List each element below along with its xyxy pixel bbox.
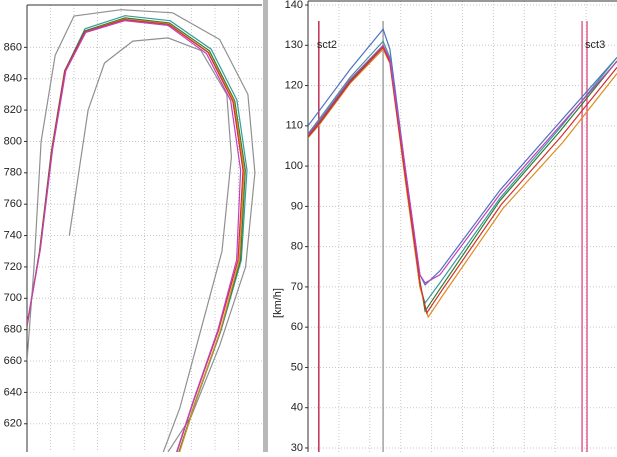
y-tick-label: 800 bbox=[4, 135, 22, 147]
y-tick-label: 620 bbox=[4, 418, 22, 430]
series-line bbox=[27, 17, 246, 452]
y-tick-label: 720 bbox=[4, 261, 22, 273]
y-tick-label: 100 bbox=[285, 160, 303, 172]
y-axis-label: [km/h] bbox=[272, 288, 284, 318]
series-line bbox=[308, 48, 617, 319]
y-tick-label: 70 bbox=[291, 281, 303, 293]
y-tick-label: 90 bbox=[291, 200, 303, 212]
sector-label: sct3 bbox=[585, 39, 605, 51]
series-line bbox=[27, 15, 248, 452]
y-tick-label: 130 bbox=[285, 39, 303, 51]
plot: sct2 sct3 bbox=[308, 21, 617, 452]
series-line bbox=[308, 44, 617, 284]
y-tick-label: 640 bbox=[4, 386, 22, 398]
y-tick-label: 80 bbox=[291, 241, 303, 253]
y-tick-label: 30 bbox=[291, 442, 303, 452]
series-line bbox=[27, 9, 256, 452]
y-tick-label: 40 bbox=[291, 402, 303, 414]
y-tick-label: 780 bbox=[4, 167, 22, 179]
series-line bbox=[308, 46, 617, 315]
splitter[interactable] bbox=[263, 0, 268, 452]
y-tick-label: 820 bbox=[4, 104, 22, 116]
y-tick-label: 60 bbox=[291, 321, 303, 333]
y-tick-label: 140 bbox=[285, 0, 303, 11]
y-tick-label: 740 bbox=[4, 229, 22, 241]
y-tick-label: 680 bbox=[4, 324, 22, 336]
sector-label: sct2 bbox=[317, 39, 337, 51]
y-tick-label: 860 bbox=[4, 41, 22, 53]
plot bbox=[27, 9, 256, 452]
y-tick-label: 760 bbox=[4, 198, 22, 210]
y-tick-label: 50 bbox=[291, 361, 303, 373]
y-tick-label: 120 bbox=[285, 79, 303, 91]
y-tick-label: 660 bbox=[4, 355, 22, 367]
y-tick-label: 110 bbox=[285, 120, 303, 132]
series-line bbox=[27, 20, 242, 452]
y-tick-label: 700 bbox=[4, 292, 22, 304]
y-tick-label: 840 bbox=[4, 73, 22, 85]
series-line bbox=[68, 37, 233, 452]
